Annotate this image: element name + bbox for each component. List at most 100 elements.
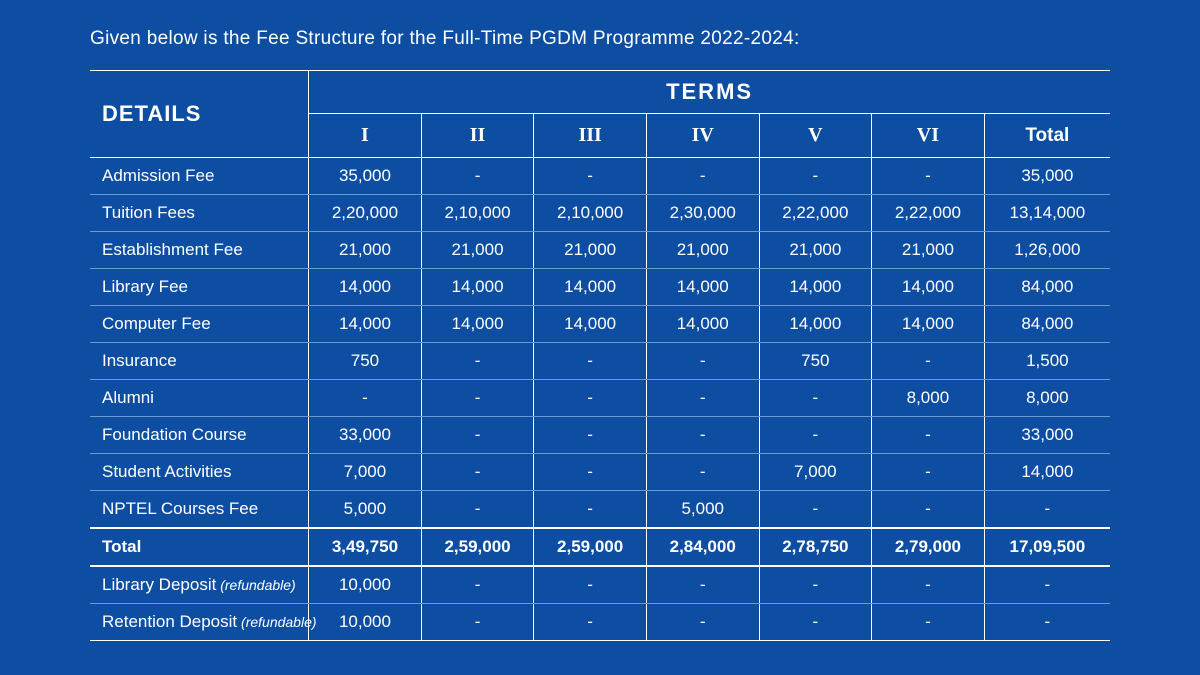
row-value: 750: [309, 343, 422, 380]
term-col-header: Total: [984, 114, 1110, 158]
row-value: 14,000: [421, 269, 534, 306]
row-value: 21,000: [421, 232, 534, 269]
row-value: 2,10,000: [421, 195, 534, 232]
row-value: 2,30,000: [646, 195, 759, 232]
row-value: -: [984, 604, 1110, 641]
row-value: 14,000: [759, 269, 872, 306]
row-value: -: [872, 454, 985, 491]
row-value: 21,000: [309, 232, 422, 269]
row-label: Alumni: [90, 380, 309, 417]
row-value: 14,000: [646, 269, 759, 306]
table-row: Establishment Fee21,00021,00021,00021,00…: [90, 232, 1110, 269]
table-row: Insurance750---750-1,500: [90, 343, 1110, 380]
row-value: -: [984, 566, 1110, 604]
row-value: -: [534, 604, 647, 641]
row-label: Tuition Fees: [90, 195, 309, 232]
row-value: -: [872, 158, 985, 195]
table-row: Foundation Course33,000-----33,000: [90, 417, 1110, 454]
row-value: 7,000: [309, 454, 422, 491]
table-row: Tuition Fees2,20,0002,10,0002,10,0002,30…: [90, 195, 1110, 232]
row-value: 35,000: [309, 158, 422, 195]
row-value: -: [872, 491, 985, 529]
row-value: -: [309, 380, 422, 417]
table-row: Computer Fee14,00014,00014,00014,00014,0…: [90, 306, 1110, 343]
row-value: 8,000: [872, 380, 985, 417]
table-row: Total3,49,7502,59,0002,59,0002,84,0002,7…: [90, 528, 1110, 566]
row-value: -: [534, 417, 647, 454]
row-value: 14,000: [534, 306, 647, 343]
row-value: -: [421, 566, 534, 604]
row-value: 5,000: [646, 491, 759, 529]
row-value: 2,59,000: [534, 528, 647, 566]
row-label: Foundation Course: [90, 417, 309, 454]
row-value: 2,79,000: [872, 528, 985, 566]
row-value: 14,000: [309, 269, 422, 306]
row-label: Insurance: [90, 343, 309, 380]
row-value: 2,22,000: [872, 195, 985, 232]
table-header: DETAILS TERMS IIIIIIIVVVITotal: [90, 71, 1110, 158]
row-value: -: [759, 158, 872, 195]
row-value: 17,09,500: [984, 528, 1110, 566]
row-value: -: [646, 417, 759, 454]
term-col-header: VI: [872, 114, 985, 158]
row-value: 14,000: [872, 306, 985, 343]
row-value: -: [534, 343, 647, 380]
row-label: Total: [90, 528, 309, 566]
row-value: -: [534, 158, 647, 195]
row-value: -: [421, 380, 534, 417]
row-value: 1,500: [984, 343, 1110, 380]
terms-header: TERMS: [309, 71, 1110, 114]
table-row: Library Fee14,00014,00014,00014,00014,00…: [90, 269, 1110, 306]
row-value: -: [759, 417, 872, 454]
row-value: 5,000: [309, 491, 422, 529]
row-value: 10,000: [309, 566, 422, 604]
row-label: NPTEL Courses Fee: [90, 491, 309, 529]
table-row: Student Activities7,000---7,000-14,000: [90, 454, 1110, 491]
row-value: 21,000: [872, 232, 985, 269]
row-label: Admission Fee: [90, 158, 309, 195]
details-header: DETAILS: [90, 71, 309, 158]
row-value: 14,000: [534, 269, 647, 306]
term-col-header: III: [534, 114, 647, 158]
row-value: 750: [759, 343, 872, 380]
row-label: Retention Deposit (refundable): [90, 604, 309, 641]
row-value: -: [534, 454, 647, 491]
fee-structure-table: DETAILS TERMS IIIIIIIVVVITotal Admission…: [90, 70, 1110, 641]
row-value: -: [421, 604, 534, 641]
row-value: -: [646, 604, 759, 641]
row-label: Student Activities: [90, 454, 309, 491]
row-value: -: [872, 604, 985, 641]
row-value: 2,84,000: [646, 528, 759, 566]
row-value: 7,000: [759, 454, 872, 491]
refundable-note: (refundable): [237, 614, 316, 630]
row-value: 21,000: [759, 232, 872, 269]
row-value: -: [759, 380, 872, 417]
row-value: -: [759, 491, 872, 529]
table-row: Retention Deposit (refundable)10,000----…: [90, 604, 1110, 641]
term-col-header: I: [309, 114, 422, 158]
row-label: Computer Fee: [90, 306, 309, 343]
row-value: 14,000: [872, 269, 985, 306]
table-row: Alumni-----8,0008,000: [90, 380, 1110, 417]
row-value: 21,000: [534, 232, 647, 269]
row-label: Establishment Fee: [90, 232, 309, 269]
row-value: -: [534, 491, 647, 529]
row-value: -: [759, 604, 872, 641]
row-value: -: [421, 491, 534, 529]
page-intro: Given below is the Fee Structure for the…: [90, 28, 1110, 50]
row-value: 14,000: [646, 306, 759, 343]
row-value: 2,78,750: [759, 528, 872, 566]
row-value: -: [984, 491, 1110, 529]
row-value: 33,000: [984, 417, 1110, 454]
row-value: -: [646, 566, 759, 604]
row-value: 14,000: [421, 306, 534, 343]
row-value: 8,000: [984, 380, 1110, 417]
row-value: -: [872, 343, 985, 380]
row-value: -: [534, 380, 647, 417]
row-value: 14,000: [759, 306, 872, 343]
row-value: -: [872, 417, 985, 454]
row-value: -: [759, 566, 872, 604]
row-value: -: [646, 158, 759, 195]
row-value: -: [646, 380, 759, 417]
row-value: 2,59,000: [421, 528, 534, 566]
